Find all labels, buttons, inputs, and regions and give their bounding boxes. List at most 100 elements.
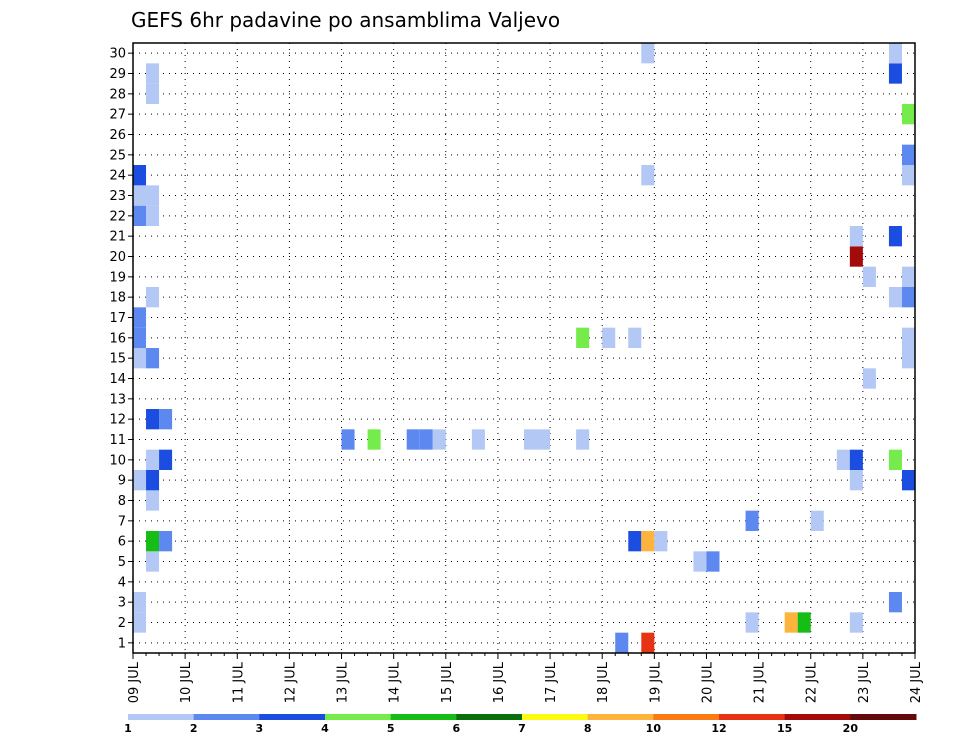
plot-frame [132, 42, 916, 654]
precip-cell [901, 104, 915, 125]
precip-cell [628, 531, 642, 552]
chart-title: GEFS 6hr padavine po ansamblima Valjevo [131, 8, 560, 32]
x-tick-label: 19 JUL [648, 661, 663, 703]
precip-cell [133, 165, 147, 186]
y-tick-label: 25 [109, 148, 126, 163]
y-tick-label: 11 [109, 433, 126, 448]
precip-cell [146, 551, 160, 572]
precip-cell [888, 449, 902, 470]
precip-cell [576, 327, 590, 348]
precip-cell [745, 510, 759, 531]
precip-cell [133, 205, 147, 226]
x-tick-label: 18 JUL [596, 661, 611, 703]
precip-cell [849, 612, 863, 633]
precip-cell [146, 63, 160, 84]
precip-cell [133, 592, 147, 613]
y-tick-label: 6 [118, 535, 126, 550]
x-tick-label: 20 JUL [700, 661, 715, 703]
precip-cell [537, 429, 551, 450]
legend-label: 6 [453, 722, 461, 735]
x-tick-label: 22 JUL [805, 661, 820, 703]
y-tick-label: 8 [118, 494, 126, 509]
x-tick-label: 17 JUL [544, 661, 559, 703]
precip-cell [133, 307, 147, 328]
legend-swatch [587, 714, 654, 720]
legend-label: 5 [387, 722, 395, 735]
precip-cell [133, 470, 147, 491]
precip-cell [810, 510, 824, 531]
y-tick-label: 20 [109, 250, 126, 265]
precip-cell [133, 348, 147, 369]
x-tick-label: 16 JUL [492, 661, 507, 703]
precip-cell [693, 551, 707, 572]
y-tick-label: 1 [118, 636, 126, 651]
precip-cell [901, 266, 915, 287]
y-tick-label: 18 [109, 291, 126, 306]
grid [132, 43, 916, 653]
y-tick-label: 7 [118, 514, 126, 529]
precip-cell [406, 429, 420, 450]
precip-cell [146, 470, 160, 491]
legend-label: 7 [518, 722, 526, 735]
precip-cell [849, 246, 863, 267]
y-tick-label: 2 [118, 616, 126, 631]
precip-cell [146, 185, 160, 206]
legend-swatch [456, 714, 523, 720]
y-tick-label: 9 [118, 474, 126, 489]
precip-cell [862, 266, 876, 287]
precip-cell [888, 226, 902, 247]
precip-cell [797, 612, 811, 633]
precip-cell [862, 368, 876, 389]
legend-swatch [522, 714, 589, 720]
y-tick-label: 15 [109, 352, 126, 367]
precip-cell [641, 531, 655, 552]
precip-cell [146, 490, 160, 511]
precip-cell [146, 531, 160, 552]
x-tick-label: 15 JUL [440, 661, 455, 703]
color-legend: 1 2 3 4 5 6 7 8 10 12 15 20 [124, 714, 917, 735]
legend-swatch [719, 714, 786, 720]
precip-cell [146, 287, 160, 308]
x-tick-label: 14 JUL [388, 661, 403, 703]
x-tick-label: 10 JUL [179, 661, 194, 703]
precip-cell [159, 531, 173, 552]
precip-cell [641, 632, 655, 653]
y-tick-label: 30 [109, 47, 126, 62]
y-tick-label: 23 [109, 189, 126, 204]
precip-cell [901, 470, 915, 491]
legend-label: 3 [256, 722, 264, 735]
legend-swatch [390, 714, 457, 720]
y-tick-label: 12 [109, 413, 126, 428]
x-tick-label: 12 JUL [283, 661, 298, 703]
precip-cell [146, 449, 160, 470]
legend-label: 2 [190, 722, 198, 735]
precip-cell [524, 429, 538, 450]
legend-label: 12 [711, 722, 726, 735]
precip-cell [901, 165, 915, 186]
legend-label: 20 [843, 722, 859, 735]
precip-cell [602, 327, 616, 348]
y-tick-label: 29 [109, 67, 126, 82]
precip-cell [615, 632, 629, 653]
precip-cell [641, 43, 655, 64]
x-tick-label: 09 JUL [127, 661, 142, 703]
legend-label: 4 [321, 722, 329, 735]
precip-cell [849, 449, 863, 470]
precip-cell [888, 287, 902, 308]
precip-cell [576, 429, 590, 450]
precip-cell [133, 612, 147, 633]
precip-cell [432, 429, 446, 450]
precip-cell [641, 165, 655, 186]
y-tick-label: 22 [109, 209, 126, 224]
precip-cell [888, 592, 902, 613]
precip-cell [146, 205, 160, 226]
legend-swatch [259, 714, 326, 720]
precip-cell [159, 449, 173, 470]
y-ticks: 1234567891011121314151617181920212223242… [109, 47, 133, 651]
precip-cell [836, 449, 850, 470]
precip-cell [419, 429, 433, 450]
y-tick-label: 16 [109, 331, 126, 346]
y-tick-label: 13 [109, 392, 126, 407]
precip-cell [146, 409, 160, 430]
y-tick-label: 26 [109, 128, 126, 143]
